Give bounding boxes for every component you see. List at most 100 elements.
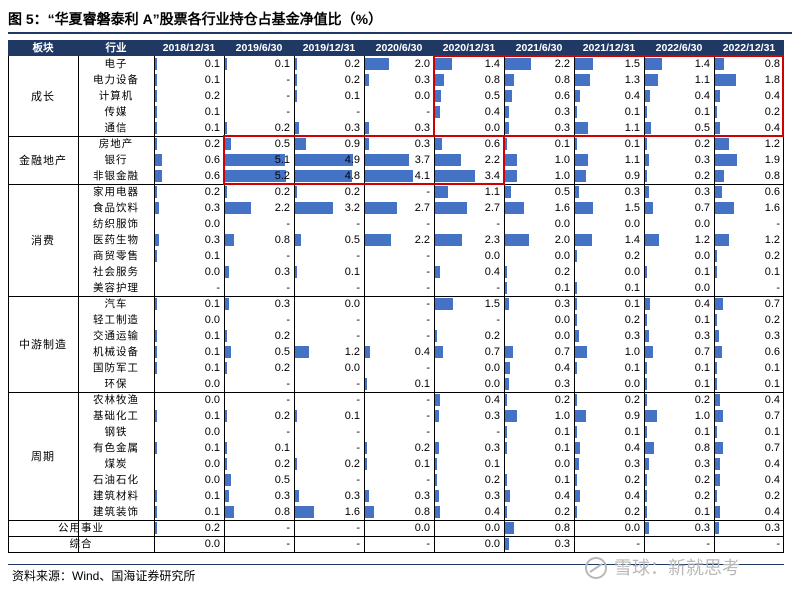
value-cell: 0.5 (224, 344, 294, 360)
value-label: 0.2 (554, 394, 570, 406)
value-label: 0.8 (554, 74, 570, 86)
value-label: 0.1 (204, 346, 220, 358)
value-cell: 0.3 (714, 328, 784, 344)
value-cell: 0.2 (644, 392, 714, 408)
value-cell: 0.4 (714, 120, 784, 136)
value-bar (295, 346, 309, 358)
value-label: 1.1 (694, 74, 710, 86)
value-label: 0.1 (204, 410, 220, 422)
value-bar (575, 234, 592, 246)
value-bar (155, 154, 162, 166)
value-bar (365, 202, 397, 214)
value-label: 0.3 (274, 266, 290, 278)
value-bar (575, 330, 579, 342)
value-cell: 0.0 (644, 280, 714, 296)
table-row: 基础化工 0.1 0.2 0.1 - 0.3 1.0 0.9 1.0 0.7 (8, 408, 784, 424)
value-label: 1.0 (554, 410, 570, 422)
value-bar (435, 410, 439, 422)
value-label: - (426, 314, 430, 326)
column-divider (434, 56, 435, 552)
value-cell: - (224, 248, 294, 264)
value-cell: 0.9 (574, 408, 644, 424)
value-cell: 0.1 (574, 296, 644, 312)
value-bar (155, 330, 157, 342)
value-cell: 0.5 (504, 184, 574, 200)
value-label: 0.1 (554, 474, 570, 486)
value-label: 0.0 (694, 250, 710, 262)
table-row: 汽车 0.1 0.3 0.0 - 1.5 0.3 0.1 0.4 0.7 (8, 296, 784, 312)
value-label: - (356, 474, 360, 486)
value-label: 1.9 (764, 154, 780, 166)
value-cell: 0.4 (714, 472, 784, 488)
value-label: - (426, 250, 430, 262)
value-cell: 1.5 (434, 296, 504, 312)
value-cell: 0.0 (154, 424, 224, 440)
value-cell: 1.2 (714, 136, 784, 152)
value-bar (435, 170, 475, 182)
value-label: - (426, 186, 430, 198)
value-cell: - (294, 248, 364, 264)
value-cell: 0.3 (504, 104, 574, 120)
value-cell: 0.1 (434, 456, 504, 472)
value-label: 0.0 (204, 218, 220, 230)
value-bar (435, 74, 444, 86)
table-row: 石油石化 0.0 0.5 - - 0.2 0.1 0.2 0.2 0.4 (8, 472, 784, 488)
value-cell: 0.1 (644, 312, 714, 328)
value-bar (715, 138, 729, 150)
value-cell: 0.3 (434, 488, 504, 504)
value-label: 0.1 (204, 330, 220, 342)
value-cell: - (714, 536, 784, 552)
table-row: 纺织服饰 0.0 - - - - 0.0 0.0 0.0 - (8, 216, 784, 232)
value-label: 2.7 (484, 202, 500, 214)
value-bar (575, 74, 590, 86)
industry-label: 社会服务 (93, 266, 139, 278)
value-bar (295, 186, 297, 198)
value-cell: 1.1 (644, 72, 714, 88)
value-cell: 0.7 (714, 296, 784, 312)
value-bar (575, 346, 587, 358)
value-cell: 2.0 (504, 232, 574, 248)
value-bar (575, 506, 577, 518)
value-label: 1.2 (694, 234, 710, 246)
table-row: 建筑材料 0.1 0.3 0.3 0.3 0.3 0.4 0.4 0.2 0.2 (8, 488, 784, 504)
value-label: - (426, 282, 430, 294)
value-label: 0.6 (204, 170, 220, 182)
value-label: - (356, 378, 360, 390)
value-cell: 0.4 (714, 392, 784, 408)
value-label: 0.1 (694, 106, 710, 118)
value-label: 0.2 (554, 506, 570, 518)
value-label: - (776, 218, 780, 230)
value-cell: 0.0 (434, 360, 504, 376)
value-label: 1.2 (344, 346, 360, 358)
value-label: - (426, 538, 430, 550)
value-label: - (286, 394, 290, 406)
value-cell: 0.4 (574, 88, 644, 104)
industry-label: 建筑材料 (93, 490, 139, 502)
value-label: - (426, 266, 430, 278)
column-divider (294, 56, 295, 552)
industry-label: 煤炭 (104, 458, 128, 470)
value-label: - (216, 282, 220, 294)
value-label: 0.6 (764, 186, 780, 198)
value-cell: 0.2 (714, 488, 784, 504)
value-label: 0.2 (624, 314, 640, 326)
industry-label: 银行 (104, 154, 128, 166)
value-cell: 0.7 (714, 408, 784, 424)
value-label: 0.4 (414, 346, 430, 358)
value-label: 0.3 (414, 490, 430, 502)
value-cell: 0.2 (714, 248, 784, 264)
industry-label: 食品饮料 (93, 202, 139, 214)
value-label: 0.2 (274, 330, 290, 342)
value-bar (645, 490, 647, 502)
value-bar (365, 122, 369, 134)
value-cell: - (364, 328, 434, 344)
watermark: 雪球：新就思考 (584, 556, 740, 580)
value-bar (225, 122, 227, 134)
value-cell: 0.3 (364, 72, 434, 88)
value-label: 0.7 (694, 346, 710, 358)
value-label: 1.2 (764, 138, 780, 150)
value-bar (155, 74, 157, 86)
value-cell: 1.1 (434, 184, 504, 200)
value-label: 0.1 (694, 378, 710, 390)
value-cell: 0.2 (294, 456, 364, 472)
